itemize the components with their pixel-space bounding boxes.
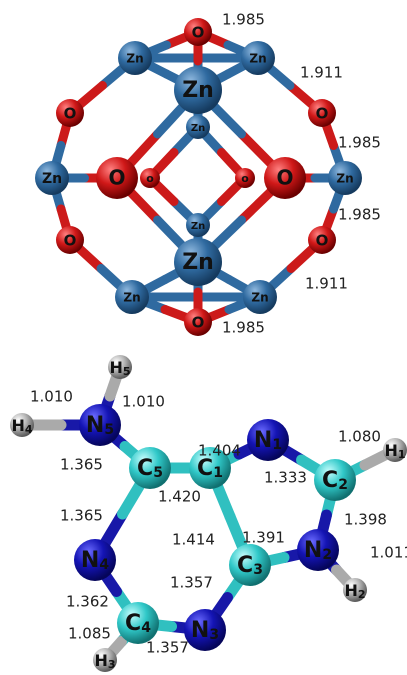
atom-label: O — [192, 24, 205, 42]
atom-label: Zn — [182, 78, 214, 103]
index: 5 — [153, 465, 163, 481]
bond-length: 1.414 — [172, 531, 215, 549]
atom-label: O — [276, 166, 293, 190]
element: C — [322, 468, 338, 493]
index: 4 — [25, 423, 33, 436]
index: 2 — [322, 547, 332, 563]
bond-length: 1.011 — [370, 544, 407, 562]
index: 2 — [358, 588, 366, 601]
bond-length: 1.985 — [338, 206, 381, 224]
bond-length: 1.420 — [158, 488, 201, 506]
bond-length: 1.362 — [66, 593, 109, 611]
index: 5 — [123, 365, 131, 378]
index: 3 — [209, 627, 219, 643]
atom-label: Zn — [191, 123, 205, 134]
element: C — [197, 456, 213, 481]
bond-length: 1.911 — [300, 64, 343, 82]
page: {"cluster": { "atoms": [ {"label": "Zn"}… — [0, 0, 407, 675]
element: H — [344, 581, 357, 600]
bond-length: 1.911 — [305, 275, 348, 293]
element: C — [137, 456, 153, 481]
index: 3 — [253, 562, 263, 578]
atom-label: Zn — [42, 171, 62, 187]
element: N — [86, 413, 104, 438]
index: 2 — [338, 477, 348, 493]
index: 1 — [213, 465, 223, 481]
atom-label: Zn — [182, 250, 214, 275]
atom-label: O — [192, 314, 205, 332]
element: H — [384, 441, 397, 460]
bond-length: 1.365 — [60, 507, 103, 525]
atom-label: O — [316, 232, 329, 250]
atom-label: Zn — [126, 52, 143, 66]
bond-length: 1.010 — [122, 393, 165, 411]
index: 4 — [141, 620, 151, 636]
atom-label: Zn — [123, 291, 140, 305]
atom-label: O — [64, 232, 77, 250]
atom-label: O — [316, 105, 329, 123]
bond-length: 1.391 — [242, 529, 285, 547]
element: N — [81, 548, 99, 573]
bond-length: 1.365 — [60, 456, 103, 474]
index: 1 — [398, 448, 406, 461]
atom-label: Zn — [336, 172, 353, 186]
bond-length: 1.085 — [68, 625, 111, 643]
element: C — [125, 611, 141, 636]
index: 5 — [104, 422, 114, 438]
atom-label: Zn — [191, 221, 205, 232]
atom-label: O — [108, 166, 125, 190]
element: H — [11, 416, 24, 435]
bond-length: 1.398 — [344, 511, 387, 529]
bond-length: 1.333 — [264, 469, 307, 487]
bond-length: 1.357 — [146, 639, 189, 657]
atom-label: o — [146, 172, 154, 185]
element: N — [304, 538, 322, 563]
index: 4 — [99, 557, 109, 573]
bond-length: 1.985 — [338, 134, 381, 152]
atom-label: o — [241, 172, 249, 185]
element: N — [254, 428, 272, 453]
element: C — [237, 553, 253, 578]
index: 1 — [272, 437, 282, 453]
element: H — [94, 651, 107, 670]
bond-length: 1.985 — [222, 319, 265, 337]
atom-label: O — [64, 105, 77, 123]
bond-length: 1.080 — [338, 428, 381, 446]
element: N — [191, 618, 209, 643]
bond-length: 1.985 — [222, 11, 265, 29]
index: 3 — [108, 658, 116, 671]
element: H — [109, 358, 122, 377]
bond-length: 1.010 — [30, 388, 73, 406]
atom-label: Zn — [249, 52, 266, 66]
diagram: Zn Zn Zn Zn Zn Zn O O O O O O Zn Zn Zn Zn O Oo o 1.985 1.911… — [0, 0, 407, 675]
bond-length: 1.357 — [170, 574, 213, 592]
bond-length: 1.404 — [198, 442, 241, 460]
atom-label: Zn — [251, 291, 268, 305]
